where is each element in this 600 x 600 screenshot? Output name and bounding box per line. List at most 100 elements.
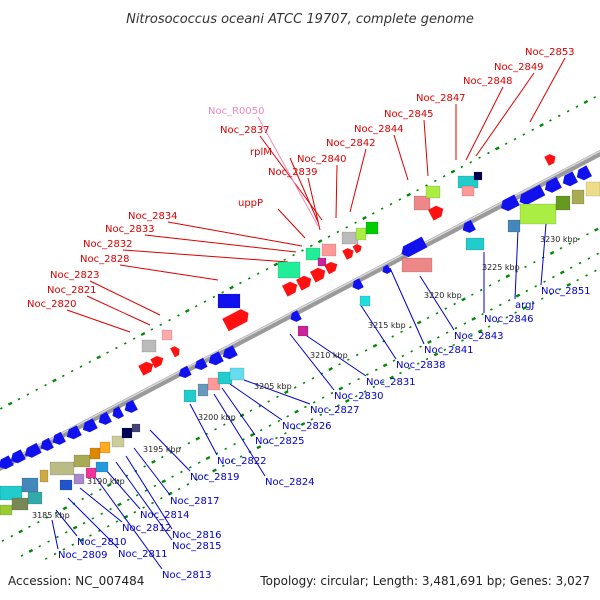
forward-gene-arrow xyxy=(282,281,298,297)
tick-mark xyxy=(195,478,199,482)
tick-mark xyxy=(98,488,102,491)
tick-mark xyxy=(514,311,518,314)
scale-label: 3225 kbp xyxy=(482,263,520,272)
tick-mark xyxy=(399,371,402,375)
leader-line xyxy=(79,487,123,523)
tick-mark xyxy=(454,326,458,330)
gene-box xyxy=(461,185,475,197)
tick-mark xyxy=(239,281,242,285)
leader-line xyxy=(51,519,59,550)
gene-box xyxy=(571,189,585,205)
tick-mark xyxy=(416,188,419,192)
tick-mark xyxy=(410,350,414,353)
tick-mark xyxy=(64,531,68,534)
forward-gene-arrow xyxy=(324,262,338,275)
tick-mark xyxy=(494,146,500,151)
tick-mark xyxy=(91,517,95,520)
leader-line xyxy=(277,208,306,239)
tick-mark xyxy=(229,285,234,290)
reverse-gene-label: Noc_2810 xyxy=(77,537,127,548)
tick-mark xyxy=(100,512,104,516)
gene-box xyxy=(0,504,13,516)
tick-mark xyxy=(452,343,455,347)
tick-mark xyxy=(531,302,535,305)
tick-mark xyxy=(471,316,477,321)
tick-mark xyxy=(249,409,253,412)
tick-mark xyxy=(44,383,47,387)
tick-mark xyxy=(1,539,5,542)
reverse-gene-label: Noc_2811 xyxy=(118,549,168,560)
tick-mark xyxy=(391,335,394,338)
tick-mark xyxy=(79,538,84,543)
tick-mark xyxy=(224,447,228,451)
leader-line xyxy=(66,309,131,333)
tick-mark xyxy=(153,484,157,488)
tick-mark xyxy=(539,123,544,128)
gene-box xyxy=(555,195,571,211)
forward-gene-arrow xyxy=(296,275,312,291)
gene-box xyxy=(473,171,483,181)
tick-mark xyxy=(445,331,449,334)
leader-line xyxy=(289,157,319,223)
leader-line xyxy=(125,455,173,530)
forward-gene-label: Noc_2842 xyxy=(326,138,376,149)
leader-line xyxy=(393,134,409,181)
gene-box xyxy=(59,479,73,491)
tick-mark xyxy=(132,337,136,340)
scale-label: 3220 kbp xyxy=(424,291,462,300)
leader-line xyxy=(540,223,547,286)
tick-mark xyxy=(568,242,572,245)
tick-mark xyxy=(309,244,313,248)
tick-mark xyxy=(398,198,402,201)
leader-line xyxy=(213,393,266,477)
leader-line xyxy=(423,119,429,177)
leader-line xyxy=(133,447,171,496)
gene-box xyxy=(131,423,141,433)
tick-mark xyxy=(577,237,580,241)
tick-mark xyxy=(106,483,112,487)
tick-mark xyxy=(214,428,217,431)
tick-mark xyxy=(576,278,580,282)
tick-mark xyxy=(61,374,65,378)
leader-line xyxy=(243,379,311,405)
reverse-gene-arrow xyxy=(208,351,224,366)
reverse-gene-label: Noc_2809 xyxy=(58,550,108,561)
gene-box xyxy=(121,427,133,439)
tick-mark xyxy=(478,156,481,159)
reverse-gene-arrow xyxy=(222,345,238,360)
tick-mark xyxy=(160,497,163,500)
scale-label: 3205 kbp xyxy=(254,382,292,391)
tick-mark xyxy=(28,525,31,529)
tick-mark xyxy=(515,293,521,298)
tick-mark xyxy=(35,388,39,392)
tick-mark xyxy=(109,507,112,511)
tick-mark xyxy=(330,391,334,395)
reverse-gene-label: Noc_2827 xyxy=(310,405,360,416)
reverse-gene-arrow xyxy=(98,411,112,425)
gene-box xyxy=(99,441,111,454)
tick-mark xyxy=(140,332,146,337)
forward-gene-label: Noc_2847 xyxy=(416,93,466,104)
tick-mark xyxy=(275,436,278,440)
gene-box xyxy=(425,185,441,199)
tick-mark xyxy=(302,381,306,385)
tick-mark xyxy=(293,386,297,389)
tick-mark xyxy=(273,262,279,267)
reverse-gene-arrow xyxy=(178,365,192,378)
scale-labels: 3185 kbp 3190 kbp 3195 kbp 3200 kbp 3205 kbp… xyxy=(32,235,578,520)
forward-gene-label: Noc_2849 xyxy=(494,62,544,73)
tick-mark xyxy=(338,386,344,391)
tick-mark xyxy=(450,169,456,174)
tick-mark xyxy=(53,552,57,556)
leader-line xyxy=(303,333,367,377)
tick-mark xyxy=(89,534,92,537)
tick-mark xyxy=(259,428,263,432)
forward-gene-arrow xyxy=(170,346,180,358)
reverse-gene-label: Noc_2843 xyxy=(454,331,504,342)
forward-gene-arrow xyxy=(310,267,326,283)
tick-mark xyxy=(487,151,490,155)
tick-mark xyxy=(543,280,546,283)
tick-mark xyxy=(389,202,393,206)
tick-mark xyxy=(177,314,180,317)
tick-mark xyxy=(498,303,502,307)
